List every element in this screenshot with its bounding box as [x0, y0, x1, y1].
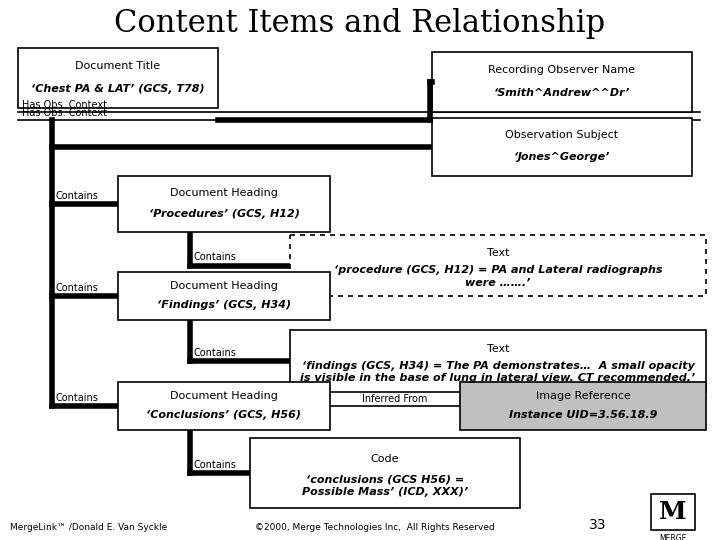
Text: Document Title: Document Title — [76, 61, 161, 71]
Bar — [250, 438, 520, 508]
Text: Contains: Contains — [194, 253, 237, 262]
Text: ‘Jones^George’: ‘Jones^George’ — [514, 152, 610, 163]
Bar — [118, 272, 330, 320]
Text: Image Reference: Image Reference — [536, 392, 631, 401]
Text: ‘Conclusions’ (GCS, H56): ‘Conclusions’ (GCS, H56) — [146, 410, 302, 420]
Text: ‘Smith^Andrew^^Dr’: ‘Smith^Andrew^^Dr’ — [494, 88, 630, 98]
Text: Has Obs. Context: Has Obs. Context — [22, 100, 107, 110]
Text: Recording Observer Name: Recording Observer Name — [488, 65, 636, 75]
Text: M: M — [660, 500, 687, 524]
Bar — [290, 235, 706, 296]
Text: Contains: Contains — [194, 460, 237, 470]
Bar — [460, 382, 706, 430]
Text: Text: Text — [487, 343, 509, 354]
Text: Instance UID=3.56.18.9: Instance UID=3.56.18.9 — [509, 410, 657, 420]
Text: MERGE: MERGE — [660, 534, 687, 540]
Text: Text: Text — [487, 248, 509, 258]
Text: 33: 33 — [589, 518, 606, 532]
Text: Observation Subject: Observation Subject — [505, 130, 618, 140]
Text: Document Heading: Document Heading — [170, 281, 278, 292]
Text: Contains: Contains — [56, 283, 99, 293]
Text: ‘findings (GCS, H34) = The PA demonstrates…  A small opacity
is visible in the b: ‘findings (GCS, H34) = The PA demonstrat… — [300, 361, 696, 383]
Text: ‘Chest PA & LAT’ (GCS, T78): ‘Chest PA & LAT’ (GCS, T78) — [31, 84, 204, 94]
Text: ‘Procedures’ (GCS, H12): ‘Procedures’ (GCS, H12) — [148, 209, 300, 219]
Bar — [432, 118, 692, 176]
Text: Code: Code — [371, 454, 400, 464]
Text: ‘procedure (GCS, H12) = PA and Lateral radiographs
were …….’: ‘procedure (GCS, H12) = PA and Lateral r… — [334, 265, 662, 288]
Text: Contains: Contains — [56, 191, 99, 201]
Text: Document Heading: Document Heading — [170, 392, 278, 401]
Text: MergeLink™ /Donald E. Van Syckle: MergeLink™ /Donald E. Van Syckle — [10, 523, 167, 532]
Text: Inferred From: Inferred From — [362, 394, 428, 404]
Text: Has Obs. Context: Has Obs. Context — [22, 108, 107, 118]
Bar — [432, 52, 692, 112]
Bar — [118, 382, 330, 430]
Text: Contains: Contains — [194, 348, 237, 358]
Bar — [18, 48, 218, 108]
Bar — [651, 494, 696, 530]
Text: Contains: Contains — [56, 393, 99, 403]
Text: Document Heading: Document Heading — [170, 188, 278, 198]
Text: ‘conclusions (GCS H56) =
Possible Mass’ (ICD, XXX)’: ‘conclusions (GCS H56) = Possible Mass’ … — [302, 475, 468, 497]
Bar — [118, 176, 330, 232]
Text: Content Items and Relationship: Content Items and Relationship — [114, 8, 606, 39]
Text: ©2000, Merge Technologies Inc,  All Rights Reserved: ©2000, Merge Technologies Inc, All Right… — [255, 523, 494, 532]
Bar — [290, 330, 706, 392]
Text: ‘Findings’ (GCS, H34): ‘Findings’ (GCS, H34) — [157, 300, 291, 309]
